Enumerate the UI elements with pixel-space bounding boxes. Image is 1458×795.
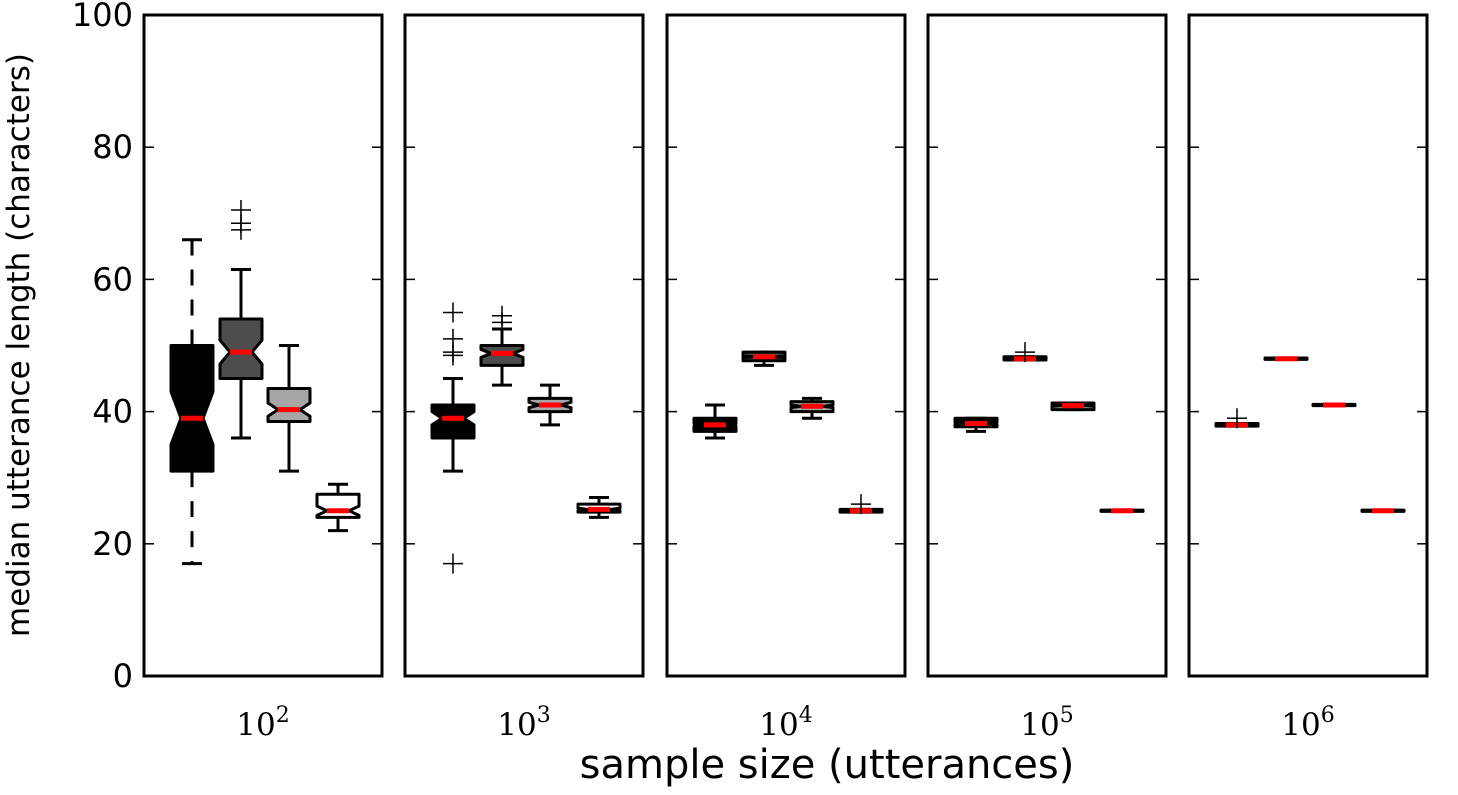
panel-frame (1187, 13, 1429, 678)
outlier-point (1015, 342, 1035, 363)
box-1-2 (218, 199, 264, 440)
box-body (430, 403, 476, 440)
y-tick-label-60: 60 (92, 260, 133, 298)
panel-label: 104 (759, 703, 812, 743)
box-4-1 (953, 416, 999, 433)
y-axis: 0 20 40 60 80 100 (72, 0, 133, 695)
outlier-point (231, 199, 251, 220)
box-3-1 (692, 403, 738, 440)
panel-label: 102 (236, 703, 289, 743)
y-tick-label-100: 100 (72, 0, 133, 34)
panels-layer: 102 103 104 105 106 (142, 13, 1429, 743)
box-1-3 (266, 344, 312, 473)
box-1-1 (169, 238, 215, 566)
outlier-point (1227, 408, 1247, 429)
box-5-4 (1360, 508, 1406, 514)
box-2-2 (479, 305, 525, 387)
y-tick-label-20: 20 (92, 525, 133, 563)
panel-frame (926, 13, 1168, 678)
panel-label: 103 (497, 703, 550, 743)
panel-label: 106 (1281, 703, 1334, 743)
box-2-4 (576, 496, 622, 519)
box-2-1 (430, 302, 476, 574)
panel-3: 104 (665, 13, 907, 743)
panel-5: 106 (1187, 13, 1429, 743)
box-5-2 (1263, 356, 1309, 362)
panel-label: 105 (1020, 703, 1073, 743)
box-body (315, 492, 361, 519)
box-5-3 (1311, 402, 1357, 408)
panel-1: 102 (142, 13, 384, 743)
panel-frame (403, 13, 645, 678)
box-2-3 (527, 383, 573, 427)
box-4-4 (1099, 508, 1145, 514)
box-3-4 (838, 494, 884, 515)
box-body (266, 386, 312, 424)
panel-2: 103 (403, 13, 645, 743)
y-tick-label-40: 40 (92, 393, 133, 431)
y-tick-label-0: 0 (113, 657, 133, 695)
outlier-point (443, 328, 463, 349)
box-4-3 (1050, 401, 1096, 412)
outlier-point (443, 302, 463, 323)
outlier-point (443, 553, 463, 574)
box-3-3 (789, 396, 835, 420)
box-body (218, 317, 264, 381)
panel-frame (665, 13, 907, 678)
box-3-2 (741, 350, 787, 367)
panel-frame (142, 13, 384, 678)
box-4-2 (1002, 342, 1048, 363)
y-tick-label-80: 80 (92, 128, 133, 166)
y-axis-title: median utterance length (characters) (1, 53, 37, 637)
outlier-point (492, 305, 512, 326)
box-5-1 (1214, 408, 1260, 429)
x-axis-title: sample size (utterances) (580, 742, 1075, 788)
outlier-point (851, 494, 871, 515)
panel-4: 105 (926, 13, 1168, 743)
box-body (169, 344, 215, 473)
box-1-4 (315, 482, 361, 533)
